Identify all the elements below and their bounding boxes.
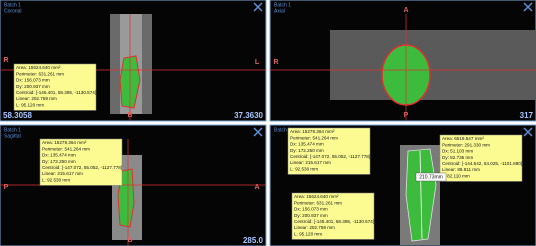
measurement-line: Area: 6519.547 mm² (442, 136, 484, 141)
orientation-marker: A (403, 7, 408, 14)
orientation-marker: B (127, 112, 132, 119)
measurement-line: Perimeter: 291.330 mm (442, 142, 490, 147)
measurement-line: Perimeter: 631.261 mm (16, 71, 64, 76)
measurement-line: Linear: 215.617 mm (290, 160, 331, 165)
measurement-line: Perimeter: 541.264 mm (42, 146, 90, 151)
measurement-line: Linear: 215.617 mm (42, 171, 83, 176)
viewer: Batch 1CoronalRLB58.305837.3630Area: 156… (0, 0, 536, 246)
measurement-line: Centroid: [-144.542, 54.025, -1101.880] (442, 161, 522, 166)
measurement-line: Area: 15279.364 mm² (290, 129, 335, 134)
measure-value: 210.73mm (419, 174, 443, 180)
orientation-marker: P (404, 112, 409, 119)
measurement-line: Linear: 202.759 mm (16, 96, 57, 101)
measurement-line: Dy: 200.937 mm (294, 213, 328, 218)
measurement-line: Linear: 202.759 mm (294, 225, 335, 230)
scan (330, 30, 536, 100)
measurement-line: Area: 15624.640 mm² (16, 65, 61, 70)
corner-value: 317 (520, 111, 534, 120)
measurement-line: Centroid: [-147.072, 55.052, -1127.778] (290, 154, 370, 159)
measurement-line: Dx: 156.073 mm (16, 78, 50, 83)
measurement-line: L: 92.530 mm (42, 177, 70, 182)
orientation-marker: P (4, 184, 9, 191)
measurement-line: Area: 15624.640 mm² (294, 194, 339, 199)
measurement-line: Centroid: [-147.072, 55.052, -1127.778] (42, 165, 122, 170)
view-label: Sagittal (4, 133, 21, 139)
measurement-line: Dy: 82.735 mm (442, 155, 473, 160)
measurement-line: Dy: 172.250 mm (42, 159, 76, 164)
measurement-line: L: 92.530 mm (290, 166, 318, 171)
corner-value: 285.0 (243, 236, 264, 245)
measurement-line: Linear: 88.811 mm (442, 167, 480, 172)
measurement-line: Dx: 135.474 mm (290, 142, 324, 147)
orientation-marker: A (254, 184, 259, 191)
orientation-marker: B (127, 237, 132, 244)
measurement-line: L: 95.120 mm (294, 231, 322, 236)
measurement-line: Dx: 135.474 mm (42, 153, 76, 158)
measurement-line: Perimeter: 541.264 mm (290, 135, 338, 140)
corner-value: 37.3630 (234, 111, 263, 120)
orientation-marker: R (273, 59, 278, 66)
view-label: Axial (274, 8, 285, 14)
measurement-line: Dx: 51.103 mm (442, 149, 473, 154)
measurement-line: Perimeter: 631.261 mm (294, 200, 342, 205)
measurement-line: Dy: 200.937 mm (16, 84, 50, 89)
view-label: Coronal (4, 8, 22, 14)
measurement-line: Dy: 172.250 mm (290, 148, 324, 153)
measurement-line: Dx: 156.073 mm (294, 207, 328, 212)
measurement-line: Centroid: [-145.401, 58.395, -1130.574] (294, 219, 374, 224)
measurement-line: Centroid: [-145.401, 58.395, -1130.574] (16, 90, 96, 95)
orientation-marker: R (3, 57, 8, 64)
measurement-line: Area: 15279.364 mm² (42, 140, 87, 145)
measurement-line: L: 95.120 mm (16, 102, 44, 107)
orientation-marker: L (255, 59, 260, 66)
corner-value: 58.3058 (3, 111, 32, 120)
